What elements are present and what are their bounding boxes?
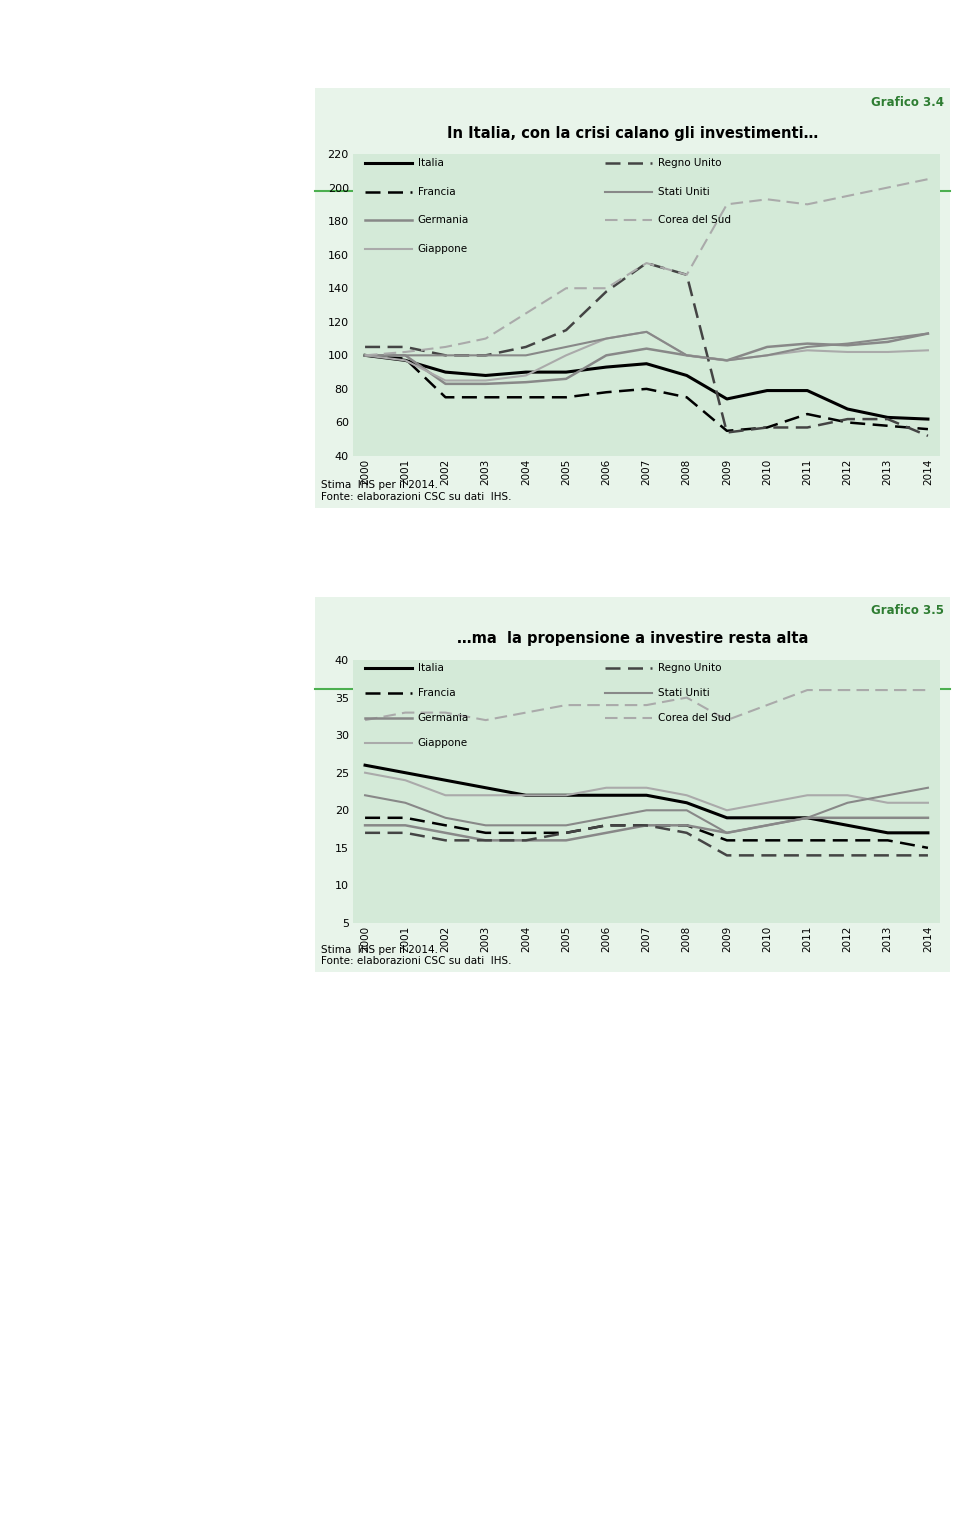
- Text: Grafico 3.4: Grafico 3.4: [871, 97, 944, 109]
- Text: Francia: Francia: [418, 187, 455, 196]
- Text: Regno Unito: Regno Unito: [659, 663, 722, 673]
- Text: Germania: Germania: [418, 216, 468, 225]
- Text: Stima  IHS per il 2014.
Fonte: elaborazioni CSC su dati  IHS.: Stima IHS per il 2014. Fonte: elaborazio…: [322, 480, 512, 501]
- Text: Francia: Francia: [418, 688, 455, 699]
- Text: Stima  IHS per il 2014.
Fonte: elaborazioni CSC su dati  IHS.: Stima IHS per il 2014. Fonte: elaborazio…: [322, 945, 512, 967]
- Text: Stati Uniti: Stati Uniti: [659, 187, 710, 196]
- Text: In Italia, con la crisi calano gli investimenti…: In Italia, con la crisi calano gli inves…: [446, 126, 818, 141]
- Text: (Manifatturiero, livelli  a prezzi costanti, 2000=100): (Manifatturiero, livelli a prezzi costan…: [470, 164, 795, 176]
- Text: Stati Uniti: Stati Uniti: [659, 688, 710, 699]
- Text: Corea del Sud: Corea del Sud: [659, 712, 732, 723]
- Text: Grafico 3.5: Grafico 3.5: [871, 605, 944, 617]
- Text: Giappone: Giappone: [418, 738, 468, 748]
- Text: …ma  la propensione a investire resta alta: …ma la propensione a investire resta alt…: [457, 631, 808, 647]
- Text: Giappone: Giappone: [418, 244, 468, 254]
- Text: (% investimenti su VA manifatturiero, prezzi correnti): (% investimenti su VA manifatturiero, pr…: [466, 665, 799, 677]
- Text: Regno Unito: Regno Unito: [659, 158, 722, 169]
- Text: Corea del Sud: Corea del Sud: [659, 216, 732, 225]
- Text: Italia: Italia: [418, 158, 444, 169]
- Text: Italia: Italia: [418, 663, 444, 673]
- Text: Germania: Germania: [418, 712, 468, 723]
